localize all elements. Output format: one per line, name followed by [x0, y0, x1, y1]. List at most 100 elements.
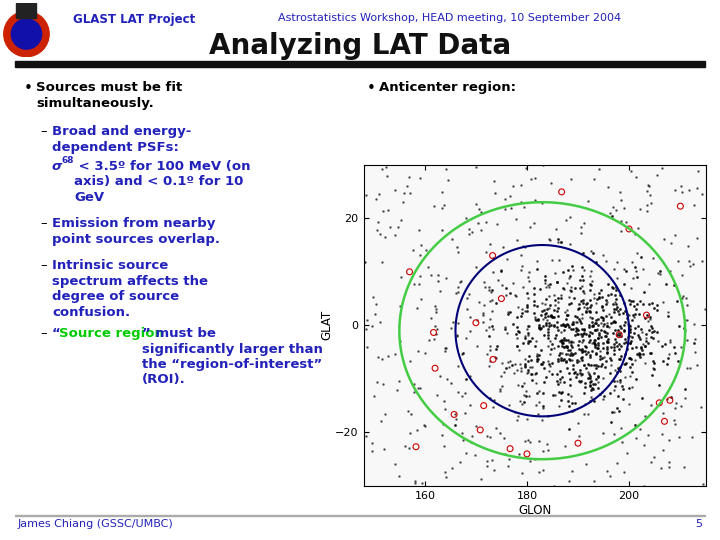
- Point: [593, 165, 604, 173]
- Point: [589, 380, 600, 388]
- Point: [414, 383, 426, 392]
- Point: [456, 392, 468, 400]
- Point: [519, 437, 531, 445]
- Point: [511, 342, 523, 350]
- Point: [643, 279, 654, 288]
- Point: [549, 482, 560, 490]
- Point: [487, 403, 499, 411]
- Point: [485, 297, 496, 306]
- Point: [592, 377, 603, 386]
- Point: [557, 356, 568, 364]
- Point: [595, 333, 607, 341]
- Point: [584, 286, 595, 295]
- Point: [575, 319, 587, 328]
- Point: [626, 382, 638, 391]
- Point: [668, 281, 680, 289]
- Point: [510, 292, 522, 300]
- Point: [419, 421, 431, 430]
- Point: [613, 340, 625, 348]
- Point: [551, 377, 562, 386]
- Point: [592, 321, 603, 329]
- Point: [519, 362, 531, 371]
- Point: [627, 311, 639, 320]
- Point: [491, 342, 503, 350]
- Text: James Chiang (GSSC/UMBC): James Chiang (GSSC/UMBC): [18, 519, 174, 529]
- Point: [603, 322, 615, 331]
- Point: [394, 471, 405, 480]
- Point: [562, 265, 574, 274]
- Point: [589, 294, 600, 303]
- Bar: [16, 3, 36, 18]
- Bar: [15, 515, 705, 516]
- Point: [567, 361, 578, 370]
- Point: [431, 390, 443, 399]
- Point: [567, 407, 578, 416]
- Point: [563, 369, 575, 377]
- Point: [574, 276, 585, 285]
- Point: [629, 302, 640, 310]
- Point: [614, 376, 626, 384]
- Point: [522, 356, 534, 365]
- Point: [475, 475, 487, 483]
- Point: [614, 187, 626, 196]
- Point: [679, 463, 690, 471]
- Point: [473, 205, 485, 214]
- Point: [578, 289, 590, 298]
- Point: [617, 309, 629, 318]
- Point: [626, 166, 637, 175]
- Point: [438, 344, 450, 353]
- Point: [609, 318, 621, 327]
- Point: [415, 294, 427, 303]
- Point: [557, 267, 569, 276]
- Point: [647, 356, 659, 365]
- Point: [678, 292, 689, 301]
- Point: [664, 396, 675, 404]
- Point: [613, 328, 624, 337]
- Point: [378, 444, 390, 453]
- Point: [593, 315, 604, 324]
- Point: [668, 343, 680, 352]
- Point: [596, 313, 608, 321]
- Point: [464, 230, 475, 238]
- Point: [575, 296, 586, 305]
- Point: [608, 307, 620, 316]
- Point: [557, 319, 568, 328]
- Point: [629, 309, 641, 318]
- Point: [663, 350, 675, 359]
- Point: [559, 335, 570, 344]
- Point: [521, 392, 532, 400]
- Point: [645, 349, 657, 357]
- Point: [600, 256, 612, 265]
- Point: [608, 346, 619, 355]
- Point: [572, 418, 583, 427]
- Point: [611, 377, 623, 386]
- Point: [611, 299, 622, 308]
- Point: [556, 355, 567, 364]
- Point: [647, 334, 659, 342]
- Point: [536, 416, 548, 425]
- Point: [504, 444, 516, 453]
- Point: [647, 370, 658, 379]
- Point: [410, 442, 422, 451]
- Point: [609, 382, 621, 390]
- Point: [372, 378, 383, 387]
- Point: [609, 318, 621, 327]
- Point: [571, 369, 582, 378]
- Point: [559, 377, 570, 386]
- Point: [538, 377, 549, 386]
- Point: [577, 287, 589, 295]
- Point: [549, 269, 561, 278]
- Point: [583, 361, 595, 369]
- Point: [632, 331, 644, 340]
- Point: [558, 284, 570, 293]
- Point: [540, 312, 552, 321]
- Point: [542, 411, 554, 420]
- Point: [577, 329, 588, 338]
- Point: [559, 308, 571, 316]
- Point: [541, 321, 552, 329]
- Point: [395, 337, 406, 346]
- Point: [508, 181, 519, 190]
- Point: [631, 300, 643, 308]
- Text: Analyzing LAT Data: Analyzing LAT Data: [209, 32, 511, 60]
- Point: [613, 345, 625, 354]
